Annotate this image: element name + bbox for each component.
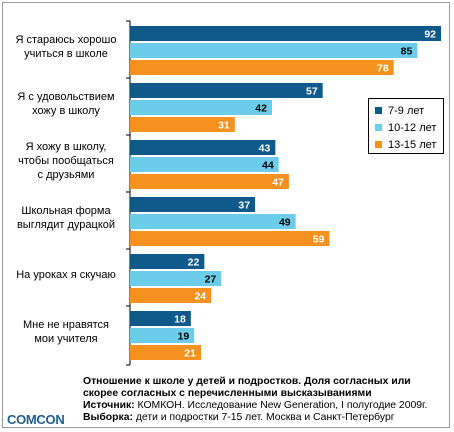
data-label: 37	[238, 200, 250, 212]
bar	[130, 60, 394, 75]
data-label: 21	[184, 348, 196, 360]
legend-item-7-9: 7-9 лет	[375, 102, 443, 119]
bar	[130, 140, 276, 155]
data-label: 44	[262, 160, 274, 172]
data-label: 18	[174, 314, 186, 326]
legend-label: 13-15 лет	[388, 138, 437, 151]
legend: 7-9 лет 10-12 лет 13-15 лет	[368, 98, 444, 154]
data-label: 85	[401, 46, 413, 58]
footer-source: Источник: КОМКОН. Исследование New Gener…	[83, 400, 428, 411]
legend-swatch	[375, 124, 382, 131]
bar	[130, 328, 195, 343]
footer-sample: Выборка: дети и подростки 7-15 лет. Моск…	[83, 412, 395, 423]
bar	[130, 197, 256, 212]
bar	[130, 254, 205, 269]
bar	[130, 231, 330, 246]
category-label: Я хожу в школу, чтобы пообщаться с друзь…	[18, 140, 114, 181]
category-label: Школьная форма выглядит дурацкой	[16, 204, 116, 231]
data-label: 78	[377, 63, 389, 75]
chart-footer: Отношение к школе у детей и подростков. …	[83, 376, 447, 424]
data-label: 57	[306, 86, 318, 98]
category-label: Я с удовольствием хожу в школу	[17, 90, 115, 117]
bar	[130, 311, 191, 326]
category-label: Я стараюсь хорошо учиться в школе	[15, 33, 117, 60]
data-label: 31	[218, 120, 230, 132]
data-label: 92	[424, 29, 436, 41]
data-label: 47	[272, 177, 284, 189]
data-label: 24	[194, 291, 206, 303]
data-label: 22	[188, 257, 200, 269]
bar	[130, 288, 212, 303]
category-label: На уроках я скучаю	[16, 268, 116, 281]
bar	[130, 26, 441, 41]
legend-item-10-12: 10-12 лет	[375, 119, 443, 136]
bar	[130, 83, 323, 98]
legend-swatch	[375, 107, 382, 114]
data-label: 42	[255, 103, 267, 115]
data-label: 43	[259, 143, 271, 155]
bar-chart: 92 85 78 57 42 31 43 44 47 37 49 59 22 27 24 18 19 21	[126, 20, 441, 366]
bar	[130, 43, 418, 58]
data-label: 49	[279, 217, 291, 229]
comcon-logo: COMCON	[7, 412, 65, 427]
data-label: 27	[205, 274, 217, 286]
bar	[130, 345, 201, 360]
data-label: 19	[178, 331, 190, 343]
legend-swatch	[375, 141, 382, 148]
bar	[130, 117, 235, 132]
footer-title: Отношение к школе у детей и подростков. …	[83, 376, 411, 399]
bar	[130, 174, 289, 189]
category-label: Мне не нравятся мои учителя	[22, 318, 110, 345]
bar	[130, 214, 296, 229]
chart-frame: 92 85 78 57 42 31 43 44 47 37 49 59 22 27 24 18 19 21 Я с…	[2, 2, 450, 428]
bar	[130, 157, 279, 172]
data-label: 59	[313, 234, 325, 246]
bar	[130, 271, 222, 286]
bar	[130, 100, 272, 115]
legend-label: 10-12 лет	[388, 121, 437, 134]
legend-item-13-15: 13-15 лет	[375, 136, 443, 153]
legend-label: 7-9 лет	[388, 104, 425, 117]
